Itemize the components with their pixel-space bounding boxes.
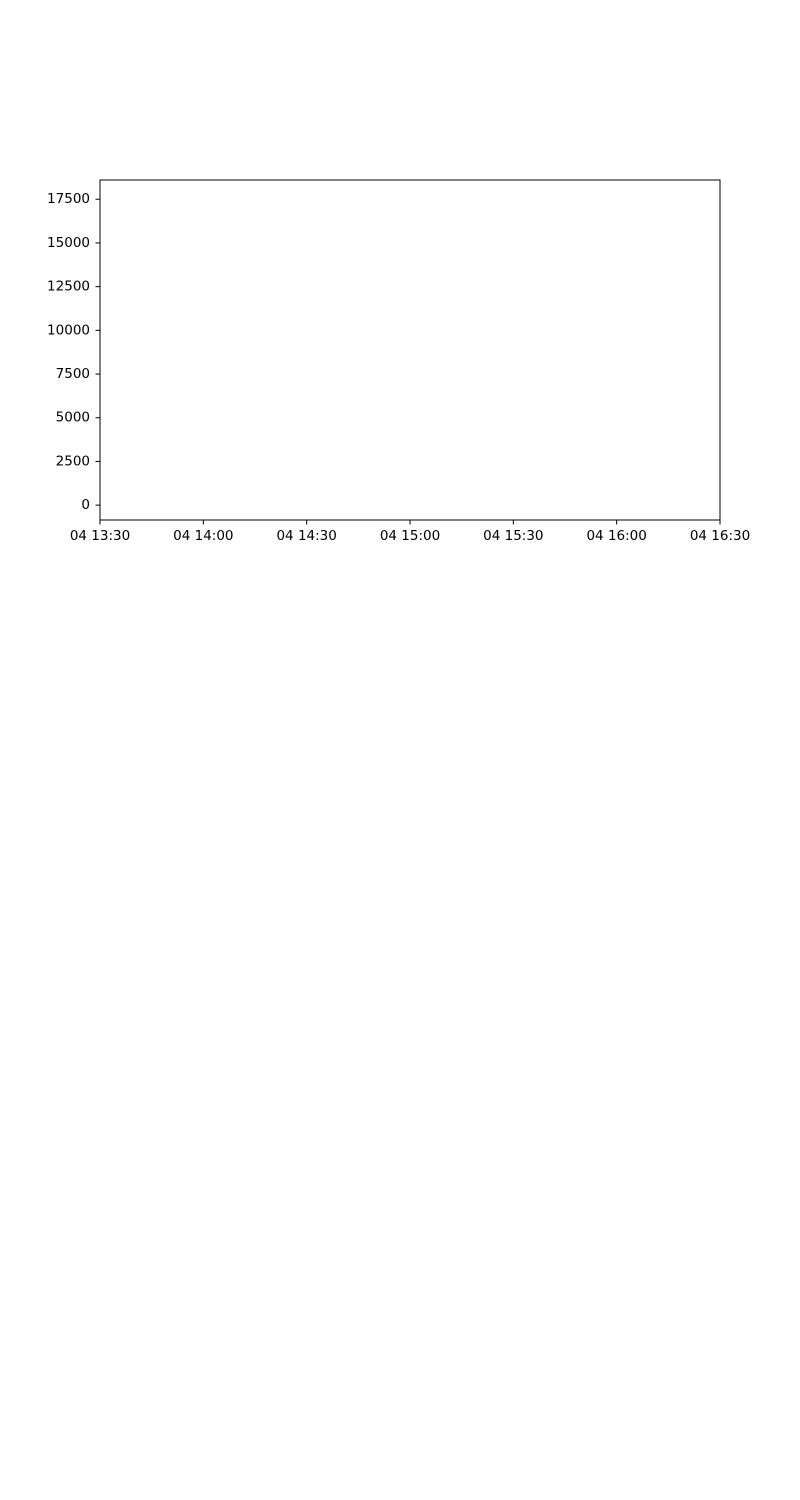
x-tick-label: 04 14:30 xyxy=(276,528,336,544)
y-tick-label: 0 xyxy=(81,497,90,513)
y-tick-label: 15000 xyxy=(47,235,90,251)
y-tick-label: 5000 xyxy=(56,410,90,426)
y-tick-label: 2500 xyxy=(56,453,90,469)
plot-area xyxy=(99,179,721,521)
x-tick-label: 04 15:00 xyxy=(380,528,440,544)
y-tick-label: 10000 xyxy=(47,322,90,338)
x-axis: 04 13:30 04 14:00 04 14:30 04 15:00 04 15:30… xyxy=(70,520,750,544)
x-tick-label: 04 14:00 xyxy=(173,528,233,544)
x-tick-label: 04 16:30 xyxy=(690,528,750,544)
x-tick-label: 04 13:30 xyxy=(70,528,130,544)
y-tick-label: 12500 xyxy=(47,279,90,295)
y-axis: 0 2500 5000 7500 10000 12500 15000 17500 xyxy=(47,191,100,513)
x-tick-label: 04 16:00 xyxy=(586,528,646,544)
y-tick-label: 17500 xyxy=(47,191,90,207)
x-tick-label: 04 15:30 xyxy=(483,528,543,544)
y-tick-label: 7500 xyxy=(56,366,90,382)
